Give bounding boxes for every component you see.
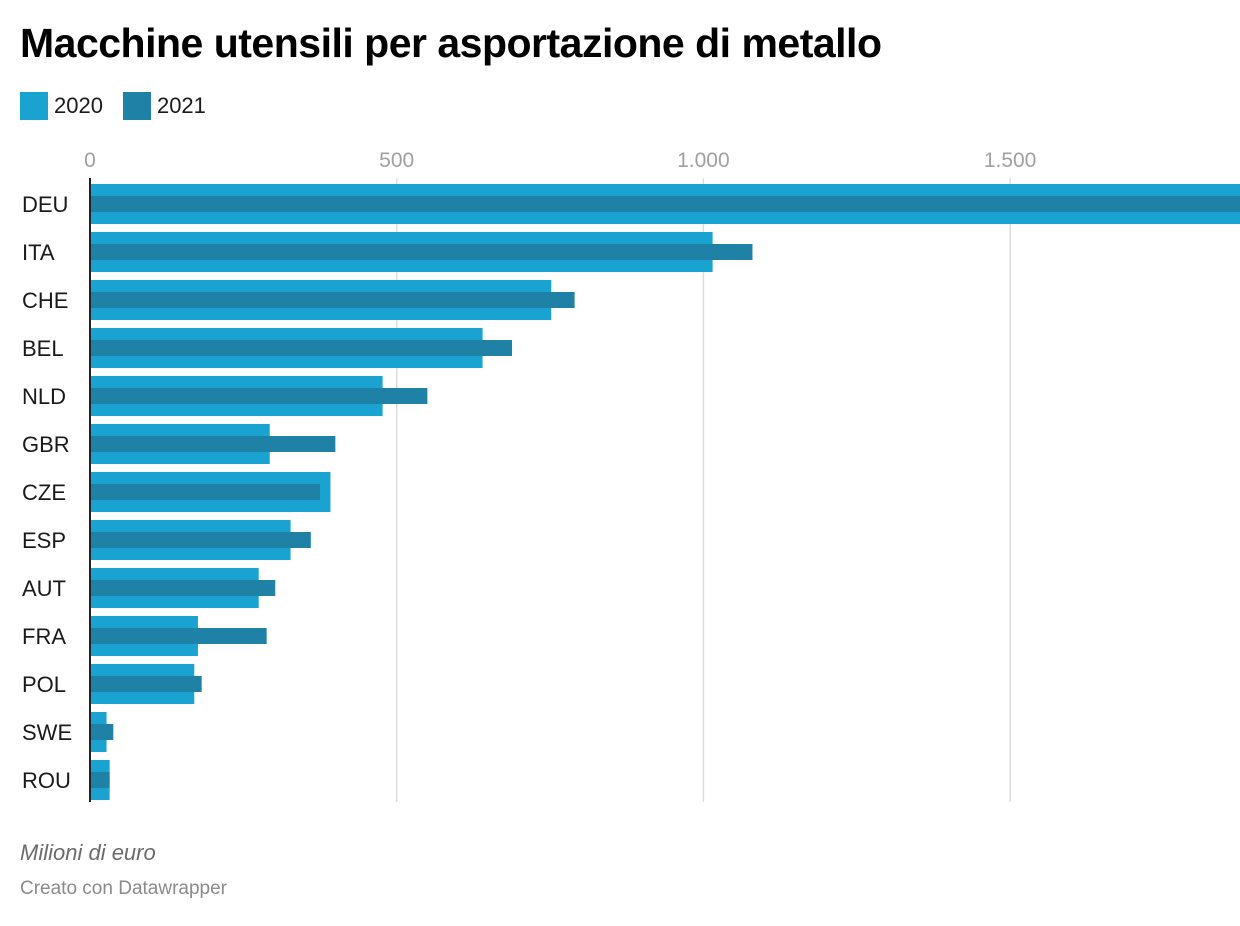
category-label: SWE bbox=[22, 720, 72, 745]
legend-item-2020: 2020 bbox=[20, 92, 103, 120]
category-label: ITA bbox=[22, 240, 55, 265]
legend-item-2021: 2021 bbox=[122, 92, 206, 120]
legend-swatch-2020 bbox=[20, 92, 48, 120]
bar-2021 bbox=[90, 580, 276, 596]
chart-title: Macchine utensili per asportazione di me… bbox=[20, 20, 882, 66]
legend: 2020 2021 bbox=[20, 90, 226, 122]
category-label: ESP bbox=[22, 528, 66, 553]
x-tick-label: 0 bbox=[84, 149, 96, 172]
bar-chart: 05001.0001.5002.0002.5003.0003.500DEUITA… bbox=[22, 149, 1240, 802]
bar-2021 bbox=[90, 484, 321, 500]
bar-2021 bbox=[90, 532, 311, 548]
legend-label-2020: 2020 bbox=[54, 93, 103, 118]
legend-label-2021: 2021 bbox=[156, 93, 206, 118]
bar-2021 bbox=[90, 340, 513, 356]
category-label: CZE bbox=[22, 480, 66, 505]
bar-2021 bbox=[90, 436, 336, 452]
bar-2021 bbox=[90, 196, 1240, 212]
bar-2021 bbox=[90, 724, 114, 740]
category-label: DEU bbox=[22, 192, 68, 217]
category-label: CHE bbox=[22, 288, 68, 313]
x-tick-label: 1.500 bbox=[984, 149, 1037, 172]
bar-2021 bbox=[90, 628, 267, 644]
category-label: GBR bbox=[22, 432, 70, 457]
bar-2021 bbox=[90, 292, 575, 308]
bar-2021 bbox=[90, 676, 202, 692]
chart-notes: Milioni di euro bbox=[20, 840, 156, 865]
chart-credit: Creato con Datawrapper bbox=[20, 878, 227, 899]
bar-2021 bbox=[90, 772, 110, 788]
category-label: NLD bbox=[22, 384, 66, 409]
bar-2021 bbox=[90, 244, 753, 260]
category-label: FRA bbox=[22, 624, 66, 649]
category-label: AUT bbox=[22, 576, 66, 601]
x-tick-label: 500 bbox=[379, 149, 414, 172]
category-label: POL bbox=[22, 672, 66, 697]
category-label: ROU bbox=[22, 768, 71, 793]
x-tick-label: 1.000 bbox=[677, 149, 730, 172]
bar-2021 bbox=[90, 388, 428, 404]
legend-swatch-2021 bbox=[122, 92, 151, 120]
category-label: BEL bbox=[22, 336, 64, 361]
